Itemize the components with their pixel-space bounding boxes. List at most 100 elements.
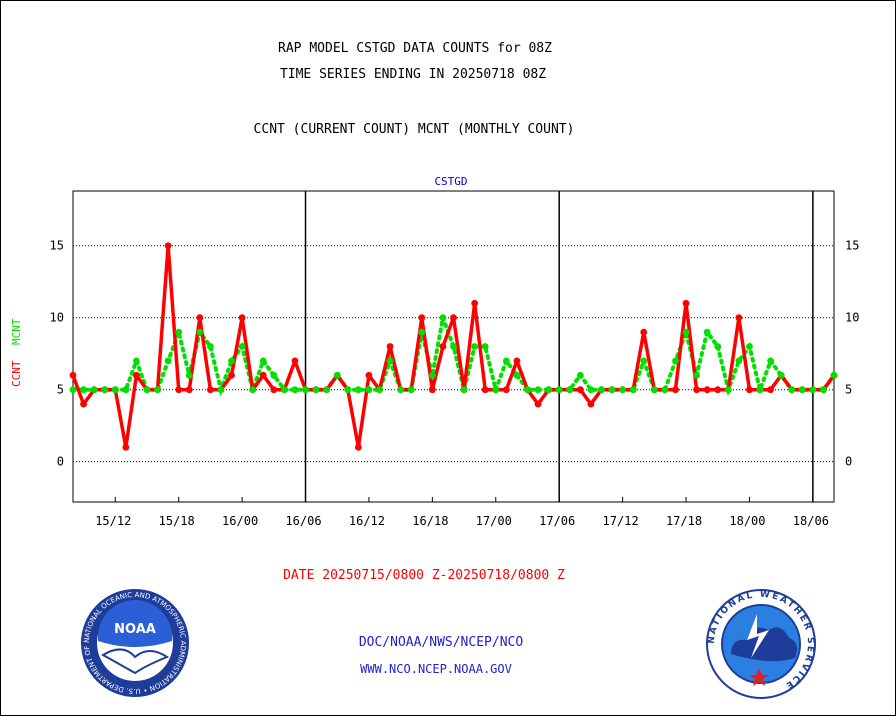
data-point-mcnt	[798, 386, 806, 394]
data-point-mcnt	[661, 386, 669, 394]
y-label-mcnt: MCNT	[10, 318, 23, 345]
data-point-ccnt	[365, 371, 373, 379]
y-tick-label-right: 5	[845, 383, 852, 397]
data-point-mcnt	[80, 386, 87, 394]
x-tick-label: 16/06	[285, 514, 321, 528]
y-tick-label-right: 10	[845, 311, 859, 325]
date-range-label: DATE 20250715/0800 Z-20250718/0800 Z	[283, 568, 565, 583]
data-point-ccnt	[69, 371, 77, 379]
data-point-ccnt	[133, 371, 140, 379]
data-point-ccnt	[682, 299, 690, 307]
data-point-ccnt	[534, 400, 542, 408]
data-point-ccnt	[122, 443, 130, 451]
data-point-ccnt	[386, 343, 394, 350]
data-point-mcnt	[249, 386, 257, 394]
x-tick-label: 17/00	[476, 514, 512, 528]
data-point-mcnt	[471, 343, 479, 350]
data-point-mcnt	[196, 328, 204, 336]
data-point-mcnt	[207, 343, 214, 350]
data-point-ccnt	[259, 371, 267, 379]
data-point-mcnt	[767, 357, 774, 365]
lightning-icon	[747, 614, 769, 658]
data-point-mcnt	[619, 386, 627, 394]
data-point-mcnt	[629, 386, 637, 394]
data-point-ccnt	[471, 299, 479, 307]
panel-title: CSTGD	[434, 175, 467, 188]
data-point-mcnt	[69, 386, 77, 394]
data-point-mcnt	[365, 386, 373, 394]
data-point-mcnt	[735, 357, 743, 365]
plot-frame	[72, 190, 835, 503]
data-point-ccnt	[450, 314, 457, 322]
data-point-mcnt	[481, 343, 489, 350]
y-tick-label-right: 0	[845, 455, 852, 469]
data-point-ccnt	[481, 386, 489, 394]
noaa-logo-sky	[98, 600, 172, 647]
data-point-ccnt	[428, 386, 436, 394]
data-point-mcnt	[492, 386, 500, 394]
chart-title-line3: CCNT (CURRENT COUNT) MCNT (MONTHLY COUNT…	[254, 122, 575, 137]
y-tick-label-left: 5	[57, 383, 64, 397]
data-point-mcnt	[164, 357, 172, 365]
data-point-mcnt	[693, 371, 700, 379]
noaa-logo-bird	[101, 648, 170, 675]
data-point-mcnt	[598, 386, 605, 394]
data-point-mcnt	[175, 328, 183, 336]
data-point-ccnt	[439, 343, 447, 350]
data-point-mcnt	[312, 386, 320, 394]
data-point-ccnt	[418, 314, 426, 322]
data-point-ccnt	[175, 386, 183, 394]
noaa-logo: NOAA NATIONAL OCEANIC AND ATMOSPHERIC AD…	[81, 589, 189, 697]
data-point-mcnt	[724, 386, 732, 394]
nws-logo-cloud	[731, 627, 797, 662]
x-tick-label: 17/18	[666, 514, 702, 528]
data-point-ccnt	[354, 443, 362, 451]
data-point-mcnt	[397, 386, 405, 394]
data-point-ccnt	[693, 386, 700, 394]
x-tick-label: 16/12	[349, 514, 385, 528]
data-point-mcnt	[672, 357, 679, 365]
data-point-ccnt	[746, 386, 753, 394]
data-point-mcnt	[545, 386, 553, 394]
data-point-ccnt	[767, 386, 774, 394]
data-point-mcnt	[650, 386, 658, 394]
noaa-logo-text: NOAA	[114, 622, 156, 637]
data-point-mcnt	[587, 386, 595, 394]
y-tick-label-left: 15	[50, 239, 64, 253]
data-point-mcnt	[143, 386, 151, 394]
data-point-mcnt	[90, 386, 98, 394]
data-point-mcnt	[333, 371, 341, 379]
data-point-ccnt	[576, 386, 584, 394]
chart-title-line1: RAP MODEL CSTGD DATA COUNTS for 08Z	[278, 41, 552, 56]
data-point-mcnt	[555, 386, 563, 394]
data-point-mcnt	[682, 328, 690, 336]
data-point-mcnt	[238, 343, 246, 350]
data-point-ccnt	[291, 357, 299, 365]
data-point-ccnt	[270, 386, 278, 394]
data-point-mcnt	[640, 357, 648, 365]
data-point-mcnt	[439, 314, 447, 322]
data-point-mcnt	[122, 386, 130, 394]
data-point-mcnt	[101, 386, 109, 394]
data-point-mcnt	[566, 386, 574, 394]
axes: 0 0 5 5 10 10 15 15 15/12 15/18 16/00 16/06 16/12 16/…	[50, 190, 859, 528]
data-point-mcnt	[354, 386, 362, 394]
data-point-ccnt	[672, 386, 679, 394]
data-point-mcnt	[714, 343, 722, 350]
x-tick-label: 15/12	[95, 514, 131, 528]
data-point-mcnt	[703, 328, 711, 336]
data-point-ccnt	[164, 242, 172, 250]
data-point-mcnt	[185, 371, 193, 379]
data-point-mcnt	[407, 386, 415, 394]
y-tick-label-left: 10	[50, 311, 64, 325]
data-point-mcnt	[154, 386, 161, 394]
data-point-mcnt	[830, 371, 838, 379]
data-point-mcnt	[788, 386, 796, 394]
x-tick-label: 18/06	[793, 514, 829, 528]
data-point-mcnt	[820, 386, 827, 394]
x-tick-label: 18/00	[729, 514, 765, 528]
data-point-ccnt	[587, 400, 595, 408]
data-point-mcnt	[502, 357, 510, 365]
y-label-ccnt: CCNT	[10, 360, 23, 387]
x-tick-label: 16/00	[222, 514, 258, 528]
